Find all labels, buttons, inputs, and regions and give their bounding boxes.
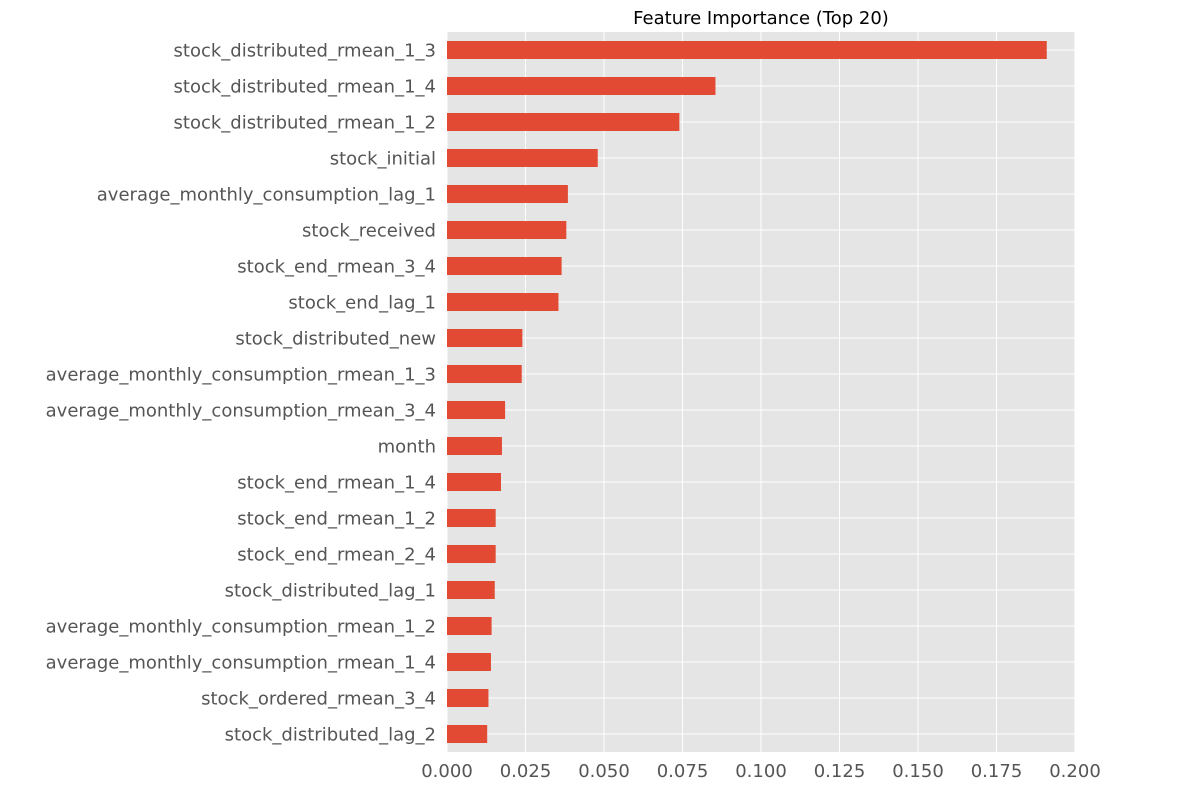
y-tick-labels: stock_distributed_rmean_1_3 stock_distrib…	[46, 41, 436, 746]
y-tick-label: stock_end_rmean_1_4	[237, 473, 436, 494]
y-tick-label: average_monthly_consumption_rmean_1_4	[46, 653, 436, 674]
bar-stock-distributed-rmean-1-2	[447, 113, 680, 131]
bar-stock-end-rmean-2-4	[447, 545, 496, 563]
x-tick-label: 0.100	[735, 761, 787, 782]
bar-stock-ordered-rmean-3-4	[447, 689, 489, 707]
bar-stock-initial	[447, 149, 598, 167]
bar-average-monthly-consumption-rmean-3-4	[447, 401, 506, 419]
x-tick-label: 0.050	[578, 761, 630, 782]
y-tick-label: stock_ordered_rmean_3_4	[201, 689, 436, 710]
bar-stock-end-rmean-3-4	[447, 257, 562, 275]
bar-stock-end-rmean-1-2	[447, 509, 496, 527]
x-tick-label: 0.175	[971, 761, 1023, 782]
x-tick-labels: 0.000 0.025 0.050 0.075 0.100 0.125 0.150 0.175…	[421, 761, 1101, 782]
bar-stock-received	[447, 221, 567, 239]
y-tick-label: stock_end_lag_1	[288, 293, 436, 314]
bar-average-monthly-consumption-lag-1	[447, 185, 568, 203]
bars	[447, 41, 1047, 743]
x-tick-label: 0.125	[814, 761, 866, 782]
y-tick-label: average_monthly_consumption_rmean_3_4	[46, 401, 436, 422]
bar-stock-distributed-rmean-1-3	[447, 41, 1047, 59]
bar-stock-distributed-lag-2	[447, 725, 488, 743]
y-tick-label: average_monthly_consumption_lag_1	[97, 185, 436, 206]
bar-stock-distributed-new	[447, 329, 523, 347]
y-tick-label: average_monthly_consumption_rmean_1_3	[46, 365, 436, 386]
y-tick-label: stock_distributed_rmean_1_3	[174, 41, 436, 62]
y-tick-label: stock_initial	[330, 149, 436, 170]
y-tick-label: stock_distributed_lag_2	[225, 725, 436, 746]
y-tick-label: stock_distributed_new	[235, 329, 436, 350]
x-tick-label: 0.075	[657, 761, 709, 782]
bar-month	[447, 437, 502, 455]
bar-average-monthly-consumption-rmean-1-4	[447, 653, 491, 671]
bar-average-monthly-consumption-rmean-1-2	[447, 617, 492, 635]
bar-average-monthly-consumption-rmean-1-3	[447, 365, 522, 383]
bar-stock-distributed-lag-1	[447, 581, 495, 599]
y-tick-label: average_monthly_consumption_rmean_1_2	[46, 617, 436, 638]
bar-stock-distributed-rmean-1-4	[447, 77, 716, 95]
x-tick-label: 0.000	[421, 761, 473, 782]
bar-stock-end-rmean-1-4	[447, 473, 502, 491]
x-tick-label: 0.025	[500, 761, 552, 782]
y-tick-label: stock_distributed_rmean_1_4	[174, 77, 436, 98]
x-tick-label: 0.150	[892, 761, 944, 782]
y-tick-label: stock_distributed_lag_1	[225, 581, 436, 602]
y-tick-label: stock_distributed_rmean_1_2	[174, 113, 436, 134]
y-tick-label: stock_end_rmean_3_4	[237, 257, 436, 278]
y-tick-label: month	[378, 437, 436, 458]
chart-title: Feature Importance (Top 20)	[633, 8, 889, 29]
y-tick-label: stock_end_rmean_2_4	[237, 545, 436, 566]
y-tick-label: stock_received	[302, 221, 436, 242]
bar-stock-end-lag-1	[447, 293, 559, 311]
x-tick-label: 0.200	[1049, 761, 1101, 782]
y-tick-label: stock_end_rmean_1_2	[237, 509, 436, 530]
